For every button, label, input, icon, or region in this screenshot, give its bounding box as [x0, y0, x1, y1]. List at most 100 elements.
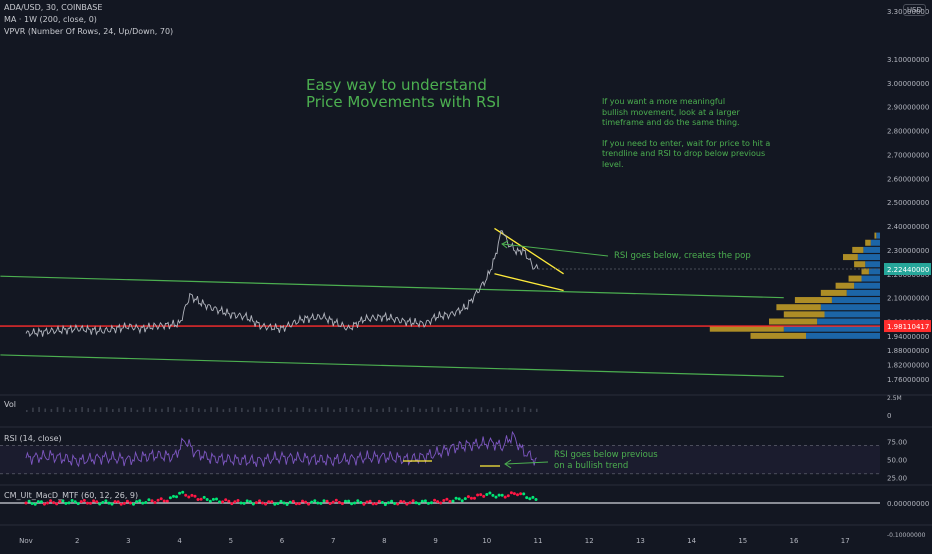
- macd-dot: [509, 491, 513, 495]
- volume-bar: [449, 407, 452, 412]
- annotation-title: Easy way to understand Price Movements w…: [306, 77, 500, 111]
- macd-dot: [457, 497, 461, 501]
- macd-dot: [162, 499, 166, 503]
- macd-dot: [227, 499, 231, 503]
- price-tick-label: 1.94000000: [887, 333, 929, 341]
- macd-dot: [254, 501, 258, 505]
- macd-dot: [408, 501, 412, 505]
- macd-dot: [482, 494, 486, 498]
- time-tick-label: Nov: [19, 537, 33, 545]
- volume-bar: [75, 408, 77, 412]
- macd-dot: [98, 502, 102, 506]
- macd-dot: [297, 502, 301, 506]
- volume-bar: [492, 408, 495, 412]
- volume-bar: [277, 407, 280, 412]
- lower-trendline: [0, 354, 784, 378]
- macd-dot: [469, 496, 473, 500]
- volume-bar: [333, 409, 335, 412]
- volume-bar: [99, 407, 102, 412]
- currency-badge[interactable]: USD: [903, 4, 926, 16]
- legend-symbol[interactable]: ADA/USD, 30, COINBASE: [4, 3, 103, 12]
- rsi-pane-label[interactable]: RSI (14, close): [4, 434, 62, 443]
- macd-dot: [337, 500, 341, 504]
- macd-dot: [420, 499, 424, 503]
- macd-dot: [512, 492, 516, 496]
- macd-dot: [39, 500, 43, 504]
- macd-dot: [230, 502, 234, 506]
- price-tick-label: 2.30000000: [887, 247, 929, 255]
- volume-bar: [376, 409, 378, 412]
- macd-dot: [165, 499, 169, 503]
- time-tick-label: 16: [790, 537, 799, 545]
- macd-dot: [36, 500, 40, 504]
- macd-dot: [110, 502, 114, 506]
- macd-dot: [172, 494, 175, 498]
- volume-bar: [425, 408, 427, 412]
- macd-dot: [433, 498, 437, 502]
- vpvr-down-bar: [843, 254, 858, 261]
- volume-bar: [234, 407, 237, 412]
- vpvr-up-bar: [846, 289, 880, 296]
- vpvr-up-bar: [865, 261, 880, 268]
- volume-bar: [191, 407, 194, 412]
- macd-dot: [251, 502, 255, 506]
- volume-bar: [44, 408, 47, 412]
- volume-bar: [382, 408, 384, 412]
- time-tick-label: 7: [331, 537, 335, 545]
- macd-tick-label: -0.10000000: [887, 532, 926, 539]
- macd-dot: [273, 502, 277, 506]
- macd-dot: [55, 502, 59, 506]
- macd-pane-label[interactable]: CM_Ult_MacD_MTF (60, 12, 26, 9): [4, 491, 139, 500]
- macd-dot: [528, 497, 532, 501]
- macd-dot: [365, 500, 369, 504]
- macd-dot: [33, 502, 37, 506]
- macd-dot: [79, 500, 83, 504]
- annotation-pop: RSI goes below, creates the pop: [614, 251, 751, 261]
- time-tick-label: 2: [75, 537, 79, 545]
- vpvr-up-bar: [783, 325, 880, 332]
- price-tick-label: 2.90000000: [887, 104, 929, 112]
- macd-dot: [82, 499, 86, 502]
- macd-dot: [104, 499, 108, 503]
- macd-dot: [211, 497, 215, 501]
- macd-dot: [58, 500, 62, 503]
- volume-pane-label[interactable]: Vol: [4, 400, 16, 409]
- macd-dot: [76, 502, 80, 506]
- macd-dot: [233, 500, 237, 504]
- legend-vpvr[interactable]: VPVR (Number Of Rows, 24, Up/Down, 70): [4, 27, 174, 36]
- vpvr-up-bar: [857, 254, 880, 261]
- volume-bar: [345, 407, 348, 412]
- volume-bar: [320, 407, 323, 412]
- volume-bar: [284, 407, 286, 412]
- price-tick-label: 1.88000000: [887, 347, 929, 355]
- macd-dot: [519, 492, 523, 496]
- volume-bar: [259, 407, 262, 412]
- macd-dot: [61, 499, 65, 503]
- legend-ma[interactable]: MA · 1W (200, close, 0): [4, 15, 97, 24]
- volume-bar: [185, 407, 188, 412]
- volume-bar: [32, 407, 34, 412]
- vpvr-down-bar: [854, 261, 866, 268]
- price-tick-label: 2.10000000: [887, 295, 929, 303]
- macd-dot: [325, 499, 329, 503]
- macd-dot: [402, 500, 406, 504]
- volume-bar: [69, 409, 71, 412]
- macd-dot: [497, 493, 501, 497]
- macd-dot: [107, 501, 111, 505]
- macd-dot: [150, 499, 154, 503]
- vpvr-down-bar: [865, 239, 871, 246]
- volume-bar: [26, 410, 28, 412]
- volume-bar: [136, 409, 139, 412]
- macd-dot: [175, 495, 178, 499]
- macd-dot: [359, 501, 363, 504]
- volume-bar: [339, 408, 341, 412]
- macd-dot: [135, 500, 139, 504]
- macd-dot: [116, 500, 120, 504]
- price-tick-label: 2.70000000: [887, 151, 929, 159]
- price-tick-label: 3.00000000: [887, 80, 929, 88]
- vpvr-up-bar: [831, 297, 880, 304]
- macd-dot: [184, 493, 188, 497]
- price-tick-label: 2.80000000: [887, 128, 929, 136]
- macd-dot: [525, 496, 529, 500]
